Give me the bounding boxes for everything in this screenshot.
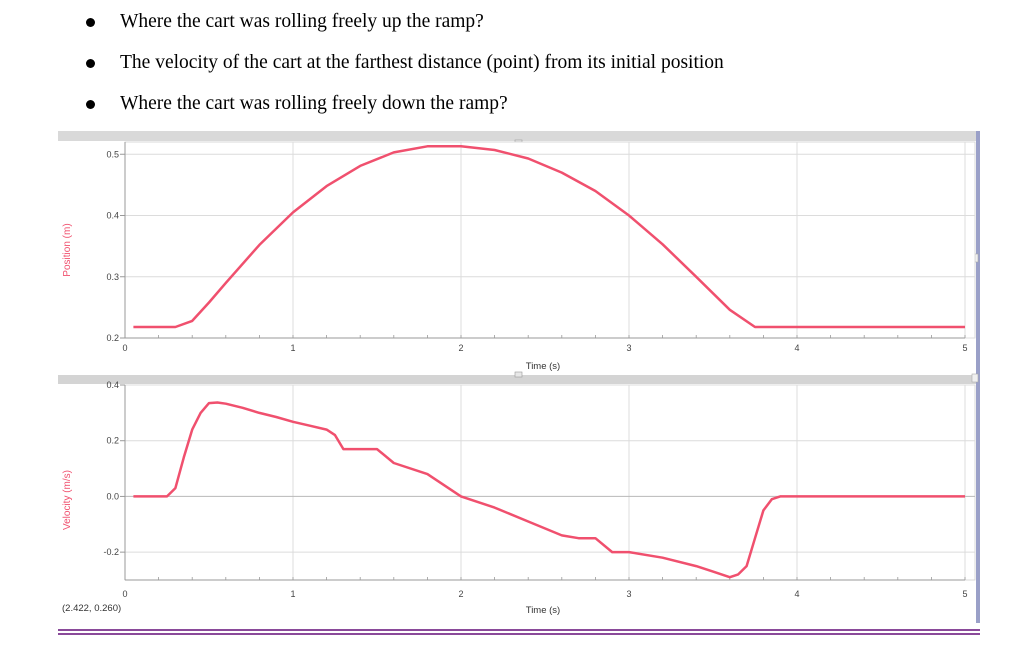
y-axis-label: Velocity (m/s) [62, 470, 73, 530]
x-tick-label: 0 [122, 343, 127, 353]
velocity-graph[interactable]: -0.2 0.0 0.2 0.4 0 1 2 3 4 5 Velocity (m/s) Time… [62, 380, 976, 616]
bullet-icon [86, 17, 95, 27]
y-tick-label: 0.4 [106, 211, 119, 221]
x-tick-label: 3 [626, 343, 631, 353]
x-tick-label: 2 [458, 589, 463, 599]
question-text: Where the cart was rolling freely down t… [120, 93, 508, 114]
y-tick-label: 0.2 [106, 436, 119, 446]
position-series-line [133, 145, 965, 329]
y-axis: -0.2 0.0 0.2 0.4 [103, 380, 126, 580]
position-graph[interactable]: 0.2 0.3 0.4 0.5 0 1 2 3 4 5 Position (m) Time (s… [62, 141, 976, 372]
y-axis-label: Position (m) [62, 223, 73, 276]
bottom-rule [58, 629, 980, 631]
question-item: Where the cart was rolling freely down t… [86, 89, 508, 119]
x-axis: 0 1 2 3 4 5 [122, 577, 968, 599]
x-tick-label: 1 [290, 589, 295, 599]
x-tick-label: 2 [458, 343, 463, 353]
x-tick-label: 5 [962, 589, 967, 599]
top-splitter-bar[interactable] [58, 131, 980, 141]
x-tick-label: 3 [626, 589, 631, 599]
middle-splitter-bar[interactable] [58, 375, 980, 384]
x-tick-label: 4 [794, 343, 799, 353]
bullet-icon [86, 58, 95, 68]
y-tick-label: 0.4 [106, 380, 119, 390]
plot-area [124, 141, 976, 339]
splitter-handle-icon[interactable] [514, 371, 523, 378]
coordinate-readout: (2.422, 0.260) [62, 603, 121, 614]
y-tick-label: 0.3 [106, 272, 119, 282]
x-axis-label: Time (s) [526, 361, 560, 372]
velocity-series-line [133, 401, 965, 579]
y-tick-label: 0.0 [106, 491, 119, 501]
plot-area [124, 384, 976, 581]
x-tick-label: 0 [122, 589, 127, 599]
question-text: Where the cart was rolling freely up the… [120, 11, 484, 32]
y-tick-label: 0.2 [106, 333, 119, 343]
resize-handle-icon[interactable] [971, 373, 979, 383]
question-text: The velocity of the cart at the farthest… [120, 52, 724, 73]
x-tick-label: 1 [290, 343, 295, 353]
question-item: The velocity of the cart at the farthest… [86, 48, 724, 78]
x-tick-label: 5 [962, 343, 967, 353]
y-tick-label: 0.5 [106, 149, 119, 159]
x-tick-label: 4 [794, 589, 799, 599]
bottom-rule [58, 633, 980, 635]
y-tick-label: -0.2 [103, 547, 119, 557]
question-item: Where the cart was rolling freely up the… [86, 7, 484, 37]
y-axis: 0.2 0.3 0.4 0.5 [106, 142, 126, 343]
x-axis: 0 1 2 3 4 5 [122, 335, 968, 353]
bullet-icon [86, 99, 95, 109]
x-axis-label: Time (s) [526, 605, 560, 616]
